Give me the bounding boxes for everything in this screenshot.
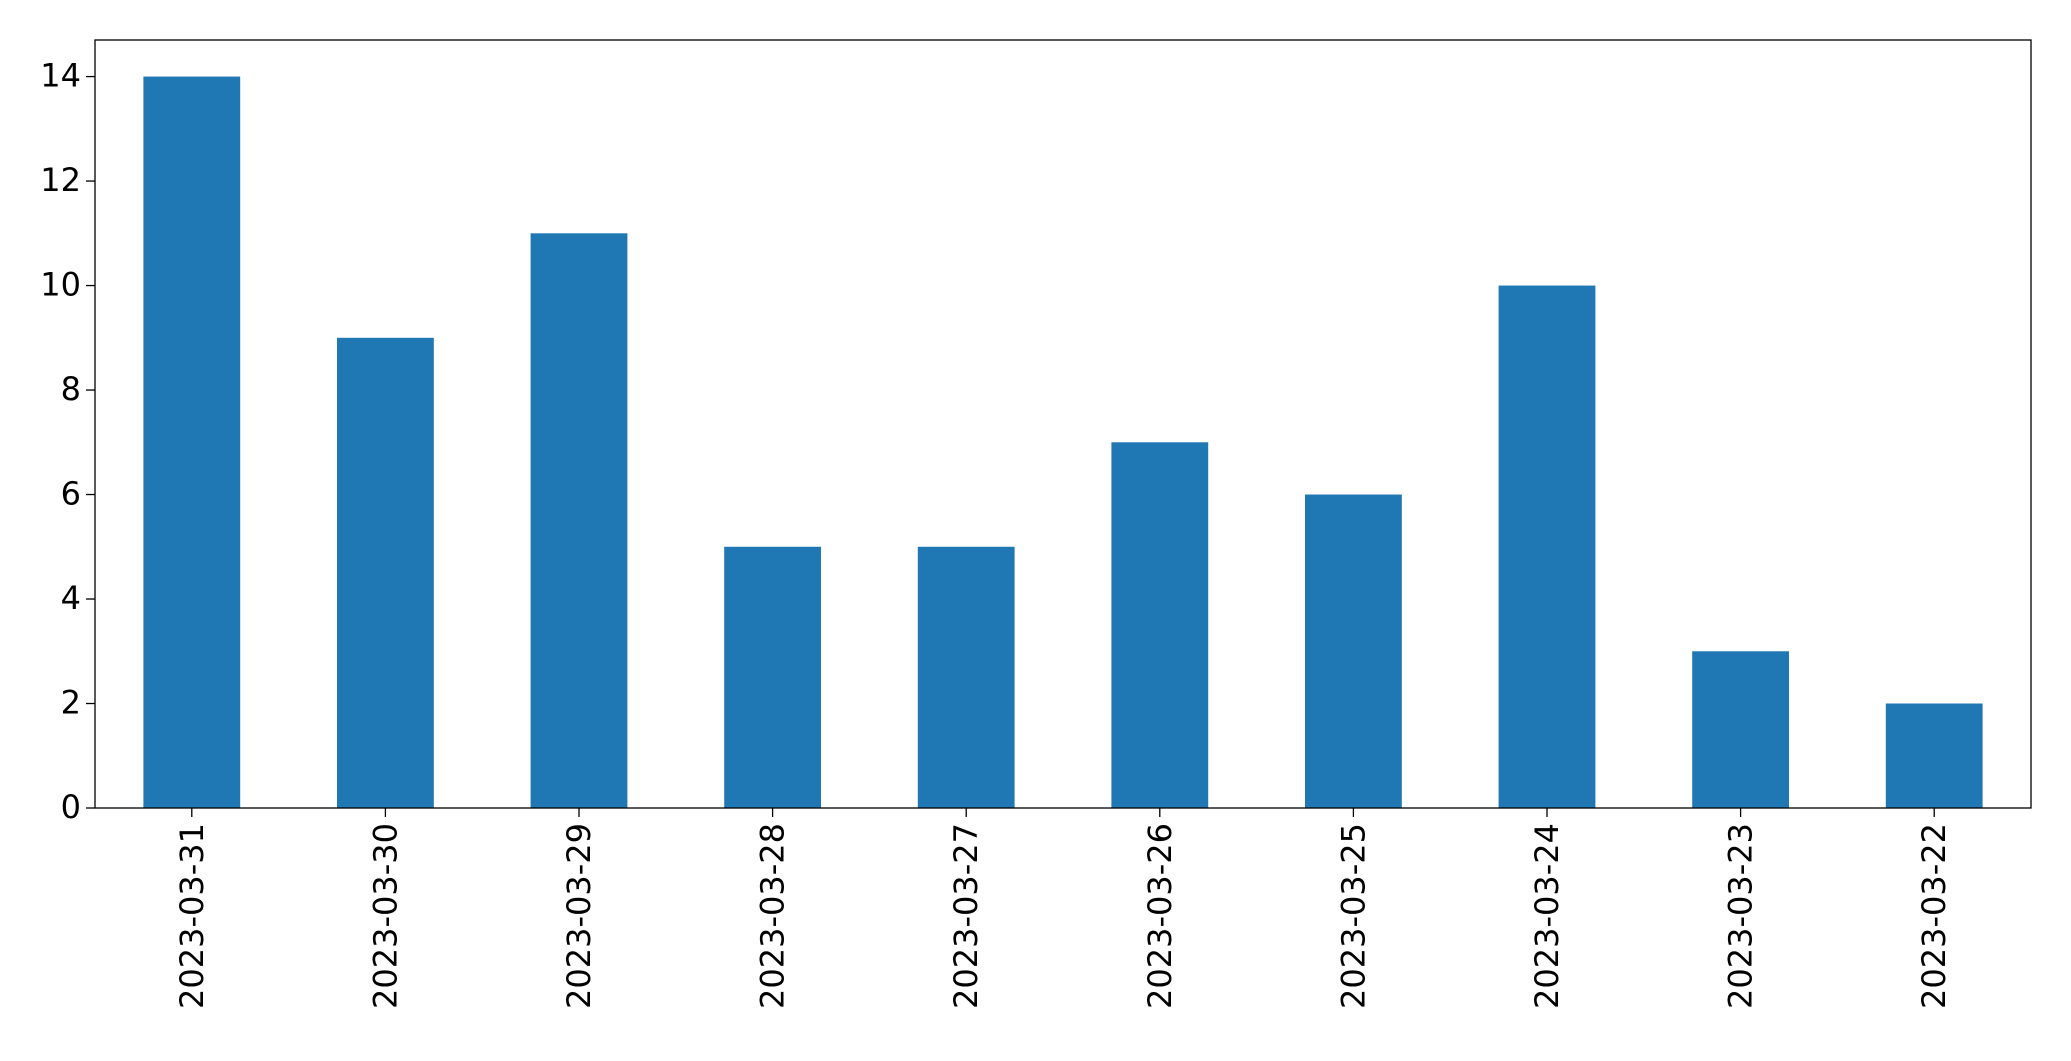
- bar: [1885, 703, 1983, 808]
- x-tick-label: 2023-03-28: [754, 823, 792, 1009]
- bar: [724, 546, 821, 808]
- bar: [1498, 285, 1596, 808]
- y-tick-label: 0: [61, 788, 81, 826]
- x-tick-label: 2023-03-26: [1141, 823, 1179, 1009]
- y-tick-label: 6: [61, 475, 81, 513]
- x-tick-label: 2023-03-24: [1528, 823, 1566, 1009]
- bar: [337, 337, 434, 808]
- y-tick-label: 12: [40, 161, 81, 199]
- x-tick-label: 2023-03-22: [1915, 823, 1953, 1009]
- x-tick-label: 2023-03-30: [366, 823, 404, 1009]
- y-tick-label: 4: [61, 579, 81, 617]
- bar: [143, 76, 241, 809]
- bar: [530, 233, 628, 808]
- x-tick-label: 2023-03-27: [947, 823, 985, 1009]
- bar: [1692, 651, 1789, 808]
- y-tick-label: 8: [61, 370, 81, 408]
- bar: [917, 546, 1015, 808]
- x-tick-label: 2023-03-23: [1722, 823, 1760, 1009]
- y-tick-label: 2: [61, 684, 81, 722]
- x-tick-label: 2023-03-25: [1334, 823, 1372, 1009]
- y-tick-label: 10: [40, 266, 81, 304]
- bar: [1305, 494, 1402, 808]
- plot-frame: [94, 39, 2032, 809]
- y-tick-label: 14: [40, 57, 81, 95]
- x-tick-label: 2023-03-31: [173, 823, 211, 1009]
- bar: [1111, 442, 1209, 808]
- x-tick-label: 2023-03-29: [560, 823, 598, 1009]
